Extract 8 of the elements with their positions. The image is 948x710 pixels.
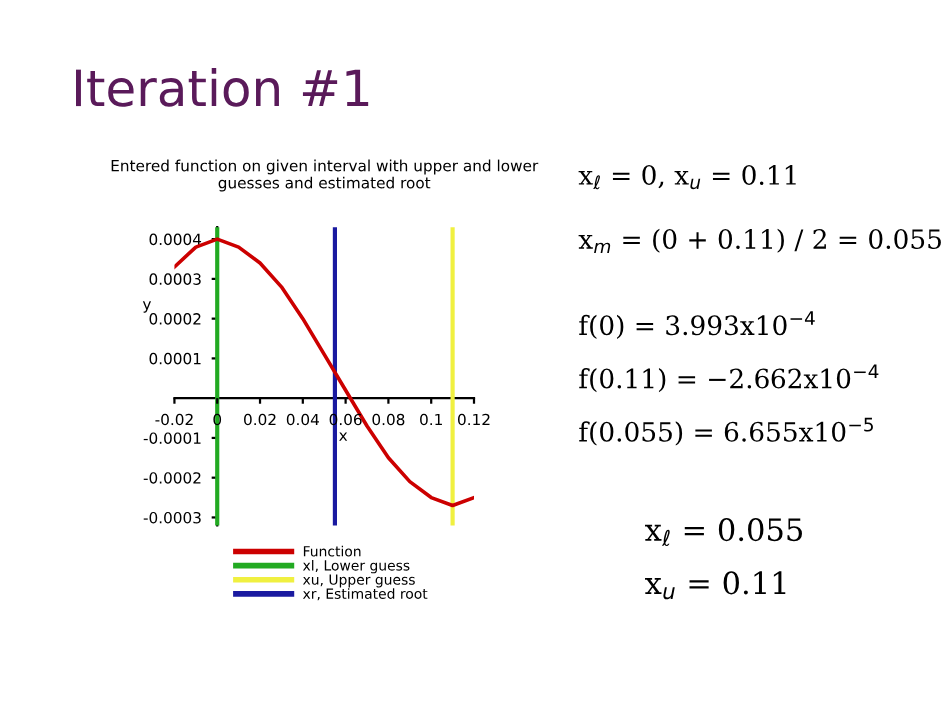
text: f(0.055) = 6.655x10$^{−5}$ <box>579 417 873 446</box>
text: x$_{ℓ}$ = 0, x$_{u}$ = 0.11 <box>578 164 796 190</box>
text: f(0) = 3.993x10$^{−4}$ <box>579 311 815 340</box>
text: x$_{m}$ = (0 + 0.11) / 2 = 0.055 <box>578 228 941 254</box>
text: x$_{ℓ}$ = 0.055 <box>645 518 802 547</box>
text: Iteration #1 <box>76 68 369 107</box>
text: x$_{u}$ = 0.11 <box>645 571 786 600</box>
text: f(0.11) = −2.662x10$^{−4}$ <box>579 364 879 393</box>
